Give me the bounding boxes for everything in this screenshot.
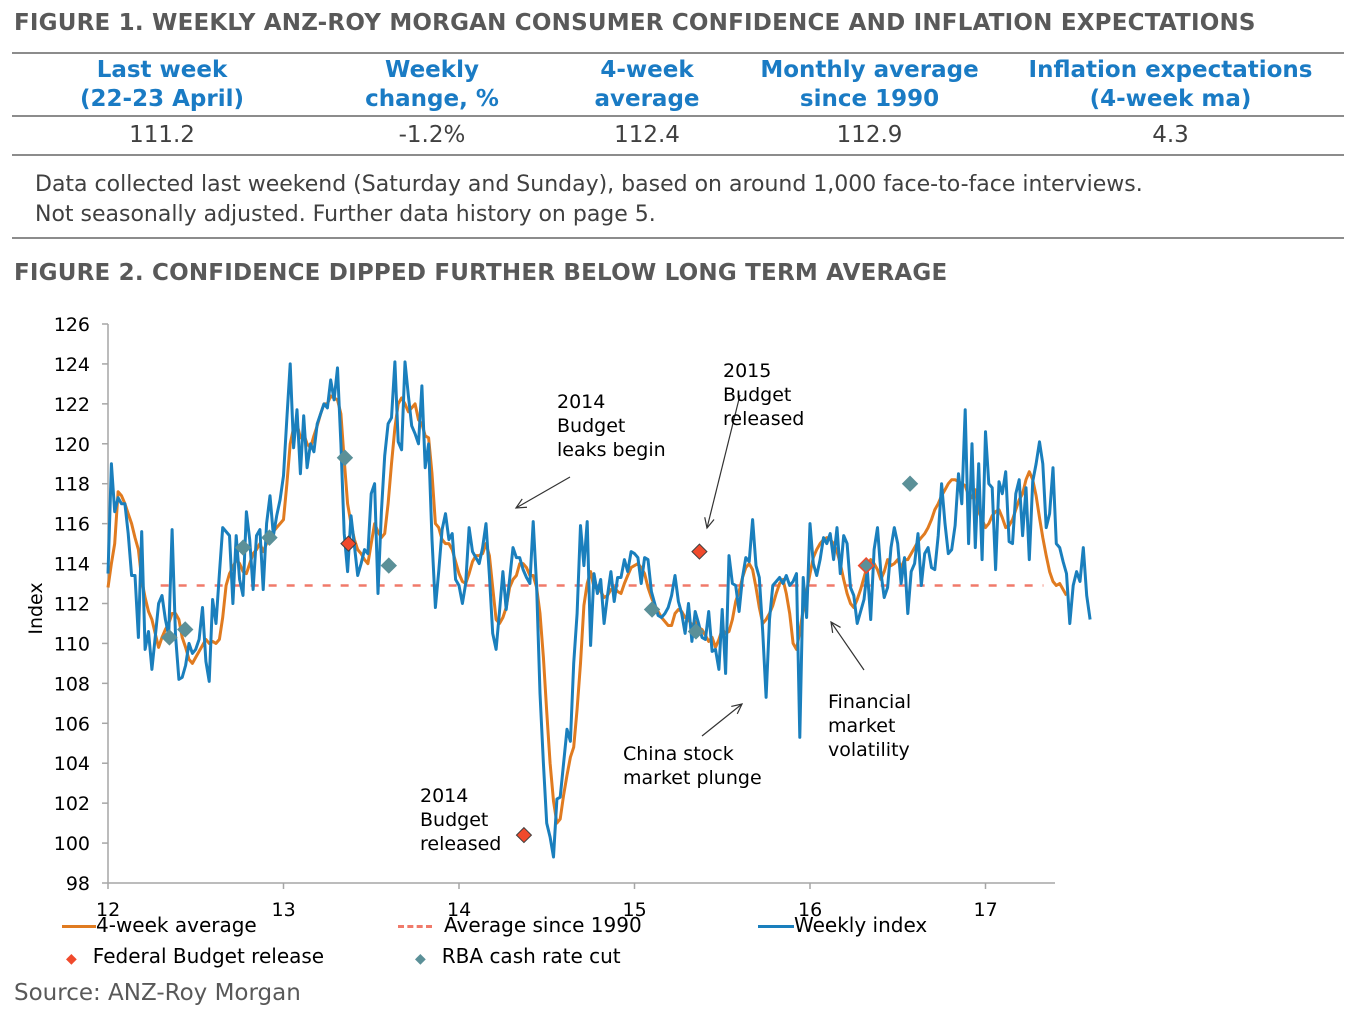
series-weekly-index bbox=[106, 360, 1092, 859]
y-tick-label: 106 bbox=[54, 713, 90, 735]
y-tick-label: 118 bbox=[54, 474, 90, 496]
annotation-2015-budget-released: 2015 Budget released bbox=[723, 360, 805, 430]
legend-item-4week-average: 4-week average bbox=[62, 913, 257, 937]
arrow-head bbox=[830, 620, 841, 633]
table-top-rule bbox=[12, 52, 1344, 54]
note-line-1: Data collected last weekend (Saturday an… bbox=[35, 172, 1143, 197]
line-weekly-index bbox=[106, 360, 1092, 859]
marker-rba-cut bbox=[687, 623, 705, 640]
figure1-title: FIGURE 1. WEEKLY ANZ-ROY MORGAN CONSUMER… bbox=[14, 10, 1256, 36]
annotation-2014-budget-leaks: 2014 Budget leaks begin bbox=[557, 391, 666, 461]
note-line-2: Not seasonally adjusted. Further data hi… bbox=[35, 202, 656, 227]
note-rule bbox=[12, 237, 1344, 239]
x-tick-label: 17 bbox=[974, 899, 998, 921]
legend-swatch-dashed-red bbox=[398, 925, 432, 928]
value-inflation: 4.3 bbox=[1152, 122, 1189, 148]
legend-item-budget-release: ◆ Federal Budget release bbox=[66, 944, 325, 968]
marker-rba-cut bbox=[336, 449, 354, 466]
marker-rba-cut bbox=[380, 557, 398, 574]
summary-header: Last week (22-23 April) bbox=[80, 57, 244, 112]
y-tick-label: 126 bbox=[54, 314, 90, 336]
summary-col-monthly-avg: Monthly average since 1990 bbox=[742, 56, 997, 114]
arrow-head bbox=[731, 703, 744, 715]
table-header-rule bbox=[12, 115, 1344, 117]
summary-header: 4-week average bbox=[594, 57, 700, 112]
arrow-head bbox=[704, 517, 715, 530]
x-tick-label: 15 bbox=[623, 899, 647, 921]
arrow-head bbox=[514, 498, 528, 509]
arrow-budget-leaks bbox=[515, 476, 571, 509]
annotation-financial-volatility: Financial market volatility bbox=[828, 691, 912, 761]
y-tick-label: 98 bbox=[66, 873, 90, 895]
marker-budget-release bbox=[691, 543, 708, 560]
x-tick-label: 14 bbox=[447, 899, 471, 921]
y-tick-label: 122 bbox=[54, 394, 90, 416]
diamond-icon: ◆ bbox=[66, 951, 77, 967]
marker-rba-cut bbox=[161, 629, 178, 646]
summary-header: Weekly change, % bbox=[365, 57, 499, 112]
source-note: Source: ANZ-Roy Morgan bbox=[14, 980, 301, 1006]
table-bottom-rule bbox=[12, 154, 1344, 156]
y-tick-label: 120 bbox=[54, 434, 90, 456]
y-tick-label: 110 bbox=[54, 633, 90, 655]
marker-budget-release bbox=[340, 535, 357, 552]
value-4week-avg: 112.4 bbox=[614, 122, 680, 148]
figure2-title: FIGURE 2. CONFIDENCE DIPPED FURTHER BELO… bbox=[14, 260, 948, 286]
marker-rba-cut bbox=[177, 621, 194, 638]
marker-rba-cut bbox=[234, 539, 252, 556]
marker-budget-release bbox=[515, 826, 533, 844]
y-tick-label: 116 bbox=[54, 514, 90, 536]
summary-col-last-week: Last week (22-23 April) bbox=[12, 56, 312, 114]
arrow-2015-budget bbox=[706, 394, 741, 529]
annotation-arrows bbox=[514, 394, 865, 737]
legend-item-rba-cut: ◆ RBA cash rate cut bbox=[415, 944, 621, 968]
marker-budget-release bbox=[857, 557, 875, 575]
legend-swatch-line-blue bbox=[758, 925, 794, 928]
legend-swatch-line-orange bbox=[62, 925, 96, 928]
legend-item-weekly-index: Weekly index bbox=[758, 913, 927, 937]
y-tick-label: 108 bbox=[54, 673, 90, 695]
legend-item-average-1990: Average since 1990 bbox=[398, 913, 642, 937]
summary-header: Inflation expectations (4-week ma) bbox=[1028, 57, 1313, 112]
summary-col-4week-avg: 4-week average bbox=[552, 56, 742, 114]
y-tick-label: 114 bbox=[54, 554, 90, 576]
summary-col-weekly-change: Weekly change, % bbox=[312, 56, 552, 114]
x-tick-label: 12 bbox=[96, 899, 120, 921]
y-tick-label: 102 bbox=[54, 793, 90, 815]
event-markers bbox=[161, 449, 919, 844]
value-weekly-change: -1.2% bbox=[398, 122, 466, 148]
arrow-china-plunge bbox=[701, 703, 743, 737]
x-tick-label: 16 bbox=[798, 899, 822, 921]
arrow-financial-volatility bbox=[830, 621, 865, 671]
x-tick-label: 13 bbox=[272, 899, 296, 921]
annotation-2014-budget-released: 2014 Budget released bbox=[420, 785, 502, 855]
y-tick-label: 104 bbox=[54, 753, 90, 775]
diamond-icon: ◆ bbox=[415, 951, 426, 967]
chart-axes: 98 100 102 104 106 108 110 112 114 116 118 120 122 12… bbox=[25, 314, 1055, 921]
marker-rba-cut bbox=[261, 529, 278, 546]
data-note: Data collected last weekend (Saturday an… bbox=[35, 170, 1143, 230]
y-axis-title: Index bbox=[25, 582, 47, 634]
marker-rba-cut bbox=[901, 475, 919, 492]
annotation-china-stock-plunge: China stock market plunge bbox=[623, 743, 762, 789]
y-tick-label: 100 bbox=[54, 833, 90, 855]
marker-rba-cut bbox=[643, 601, 661, 618]
summary-header: Monthly average since 1990 bbox=[760, 57, 979, 112]
value-last-week: 111.2 bbox=[129, 122, 195, 148]
y-tick-label: 112 bbox=[54, 594, 90, 616]
y-tick-label: 124 bbox=[54, 354, 90, 376]
value-monthly-avg: 112.9 bbox=[836, 122, 903, 148]
confidence-chart: 98 100 102 104 106 108 110 112 114 116 118 120 122 12… bbox=[25, 314, 1092, 921]
summary-col-inflation: Inflation expectations (4-week ma) bbox=[997, 56, 1344, 114]
